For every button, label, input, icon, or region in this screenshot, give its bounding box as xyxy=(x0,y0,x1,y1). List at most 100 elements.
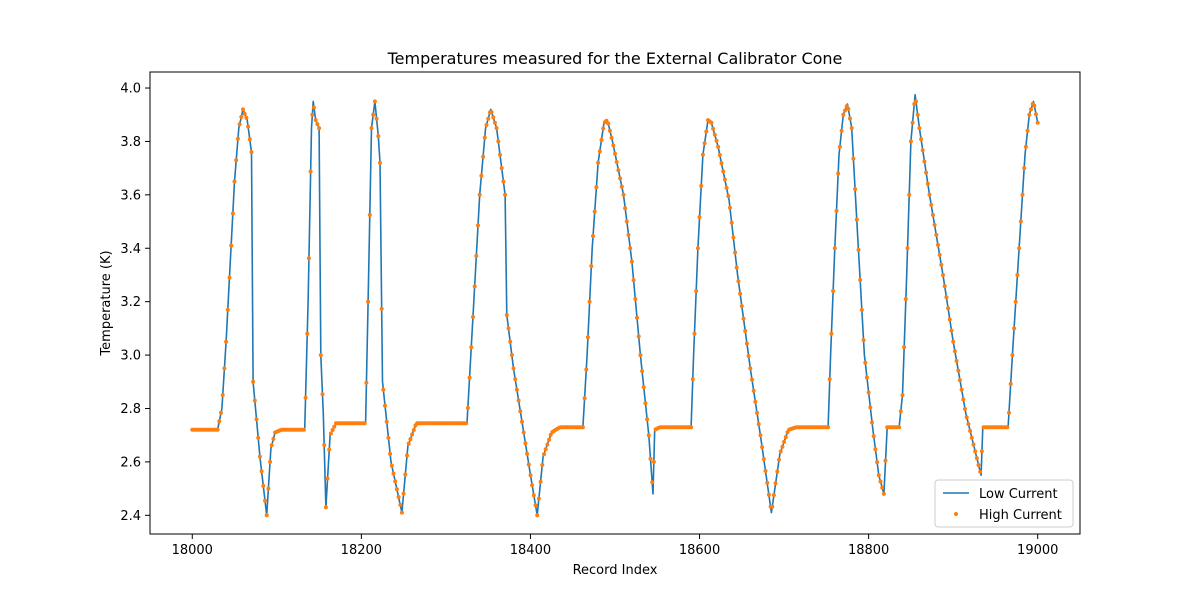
high-current-point xyxy=(628,246,633,251)
high-current-point xyxy=(778,449,783,454)
high-current-point xyxy=(215,427,220,432)
high-current-point xyxy=(699,183,704,188)
high-current-point xyxy=(1018,219,1023,224)
high-current-point xyxy=(1012,326,1017,331)
high-current-point xyxy=(651,459,656,464)
high-current-point xyxy=(229,243,234,248)
high-current-point xyxy=(594,185,599,190)
high-current-point xyxy=(643,401,648,406)
high-current-point xyxy=(741,316,746,321)
y-tick-label: 3.0 xyxy=(120,349,141,364)
high-current-point xyxy=(606,121,611,126)
high-current-point xyxy=(1027,112,1032,117)
high-current-point xyxy=(978,469,983,474)
high-current-point xyxy=(944,295,949,300)
high-current-point xyxy=(927,192,932,197)
high-current-point xyxy=(310,112,315,117)
high-current-point xyxy=(739,304,744,309)
high-current-point xyxy=(520,419,524,424)
y-tick-label: 2.6 xyxy=(120,455,141,470)
high-current-point xyxy=(1008,381,1013,386)
high-current-point xyxy=(257,454,262,459)
high-current-point xyxy=(765,480,770,485)
high-current-point xyxy=(332,424,337,429)
high-current-point xyxy=(271,436,276,441)
high-current-point xyxy=(863,360,868,365)
high-current-point xyxy=(689,425,694,430)
high-current-point xyxy=(498,152,502,157)
high-current-point xyxy=(758,433,763,438)
high-current-point xyxy=(587,299,592,304)
high-current-point xyxy=(369,126,374,131)
high-current-point xyxy=(841,112,846,117)
high-current-point xyxy=(239,114,244,119)
high-current-point xyxy=(743,329,748,333)
high-current-point xyxy=(230,211,235,216)
high-current-point xyxy=(648,456,653,461)
high-current-point xyxy=(471,314,475,319)
high-current-point xyxy=(636,334,641,339)
high-current-point xyxy=(827,377,832,382)
high-current-point xyxy=(910,120,915,125)
high-current-point xyxy=(322,443,327,447)
legend: Low Current High Current xyxy=(934,479,1074,528)
high-current-point xyxy=(1013,299,1018,304)
high-current-point xyxy=(247,137,252,142)
y-tick-label: 4.0 xyxy=(120,82,141,97)
high-current-point xyxy=(523,441,528,446)
high-current-point xyxy=(880,485,885,490)
high-current-point xyxy=(503,192,508,197)
high-current-point xyxy=(323,505,328,510)
high-current-point xyxy=(217,419,222,424)
high-current-point xyxy=(545,442,550,447)
high-current-point xyxy=(871,434,876,439)
plot-frame xyxy=(149,71,1081,535)
high-current-point xyxy=(925,181,930,186)
high-current-point xyxy=(1023,144,1028,149)
high-current-point xyxy=(930,212,935,217)
y-tick-label: 3.2 xyxy=(120,295,141,310)
high-current-point xyxy=(506,326,511,331)
high-current-point xyxy=(406,441,411,446)
high-current-point xyxy=(902,345,907,350)
high-current-point xyxy=(391,471,396,476)
high-current-point xyxy=(379,306,384,311)
high-current-point xyxy=(582,396,587,401)
high-current-point xyxy=(241,107,245,112)
high-current-point xyxy=(875,460,880,465)
high-current-point xyxy=(633,297,638,301)
high-current-point xyxy=(366,299,371,304)
high-current-point xyxy=(220,393,225,398)
high-current-point xyxy=(920,148,925,153)
high-current-point xyxy=(518,409,523,414)
high-current-point xyxy=(491,115,496,120)
chart-title: Temperatures measured for the External C… xyxy=(387,49,843,68)
high-current-point xyxy=(709,120,714,125)
high-current-point xyxy=(638,353,643,358)
high-current-point xyxy=(907,192,912,197)
high-current-point xyxy=(540,462,545,467)
high-current-point xyxy=(1007,410,1011,415)
high-current-point xyxy=(312,105,316,110)
high-current-point xyxy=(864,375,869,380)
high-current-point xyxy=(401,491,406,496)
high-current-point xyxy=(592,209,597,214)
high-current-point xyxy=(650,480,655,485)
high-current-point xyxy=(259,469,264,474)
high-current-point xyxy=(932,222,937,227)
low-current-line xyxy=(192,93,1039,517)
high-current-point xyxy=(836,171,841,176)
high-current-point xyxy=(734,265,739,270)
high-current-point xyxy=(1022,166,1027,171)
high-current-point xyxy=(726,194,731,199)
high-current-point xyxy=(315,122,320,127)
high-current-point xyxy=(695,246,700,251)
high-current-point xyxy=(481,154,486,159)
legend-low-current-label: Low Current xyxy=(979,487,1058,502)
high-current-point xyxy=(235,136,240,141)
high-current-point xyxy=(536,496,541,501)
high-current-point xyxy=(905,246,910,251)
high-current-point xyxy=(1010,353,1015,358)
high-current-point xyxy=(389,463,394,468)
high-current-point xyxy=(242,111,247,116)
